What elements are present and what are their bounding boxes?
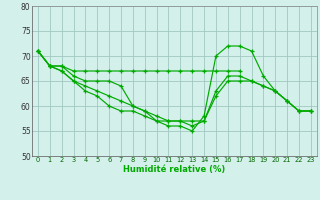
X-axis label: Humidité relative (%): Humidité relative (%) — [123, 165, 226, 174]
